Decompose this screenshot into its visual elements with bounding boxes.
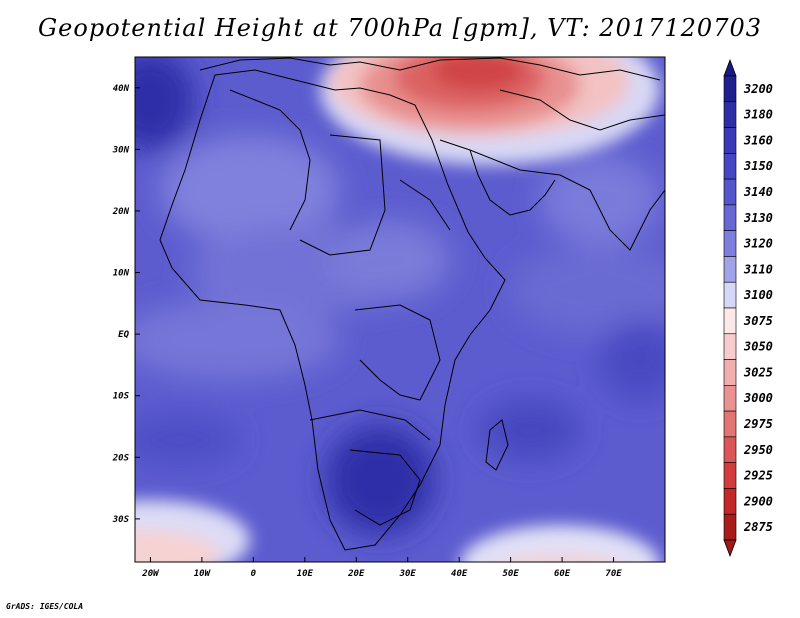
x-tick-label: 60E [554,569,571,579]
y-tick-label: 40N [113,84,130,94]
colorbar-label: 3110 [743,262,773,276]
colorbar-swatch [723,75,737,103]
colorbar-bottom-arrow [723,539,737,558]
colorbar-label: 3180 [743,108,773,122]
colorbar-swatch [723,204,737,231]
colorbar-swatch [723,127,737,154]
colorbar-swatch [723,101,737,128]
x-tick-label: 50E [502,569,519,579]
map-title: Geopotential Height at 700hPa [gpm], VT:… [38,14,762,42]
y-tick-label: 10N [113,269,130,279]
colorbar-label: 2975 [743,417,773,431]
colorbar-label: 3140 [743,185,773,199]
y-tick-label: EQ [118,330,129,340]
colorbar-label: 3120 [743,237,773,251]
colorbar-label: 2925 [743,469,773,483]
colorbar-label: 2950 [743,443,773,457]
colorbar-label: 2875 [743,520,773,534]
colorbar-swatch [723,256,737,283]
x-axis: 20W 10W 0 10E 20E 30E 40E 50E 60E 70E [141,557,622,579]
height-field [135,57,665,562]
colorbar-label: 3000 [743,391,773,405]
colorbar-swatch [723,359,737,386]
colorbar: 3200 3180 3160 3150 3140 3130 3120 3110 3100 3075… [723,58,773,558]
y-tick-label: 30S [112,515,130,525]
colorbar-swatch [723,230,737,257]
colorbar-swatch [723,436,737,463]
colorbar-label: 3075 [743,314,773,328]
colorbar-label: 2900 [743,494,773,508]
colorbar-label: 3130 [743,211,773,225]
colorbar-swatch [723,333,737,360]
credit-text: GrADS: IGES/COLA [6,602,84,611]
coastlines [159,57,665,551]
colorbar-swatch [723,513,737,541]
colorbar-label: 3200 [743,82,773,96]
y-axis: 40N 30N 20N 10N EQ 10S 20S 30S [112,84,140,525]
colorbar-swatch [723,462,737,489]
x-tick-label: 30E [399,569,417,579]
colorbar-label: 3100 [743,288,773,302]
x-tick-label: 20E [347,569,365,579]
colorbar-swatch [723,488,737,515]
colorbar-swatch [723,153,737,180]
colorbar-top-arrow [723,58,737,77]
colorbar-swatch [723,385,737,412]
colorbar-label: 3025 [743,365,773,379]
x-tick-label: 70E [605,569,622,579]
colorbar-swatch [723,178,737,206]
x-tick-label: 0 [251,569,257,579]
colorbar-swatch [723,281,737,309]
colorbar-label: 3160 [743,133,773,147]
y-tick-label: 20N [112,207,130,217]
colorbar-label: 3050 [743,340,773,354]
x-tick-label: 10W [194,569,212,579]
colorbar-swatch [723,410,737,438]
x-tick-label: 40E [451,569,468,579]
y-tick-label: 10S [113,392,130,402]
colorbar-label: 3150 [743,159,773,173]
x-tick-label: 20W [141,569,160,579]
x-tick-label: 10E [297,569,314,579]
y-tick-label: 20S [112,453,130,463]
plot-frame [134,56,666,563]
colorbar-swatch [723,307,737,335]
y-tick-label: 30N [112,145,130,155]
